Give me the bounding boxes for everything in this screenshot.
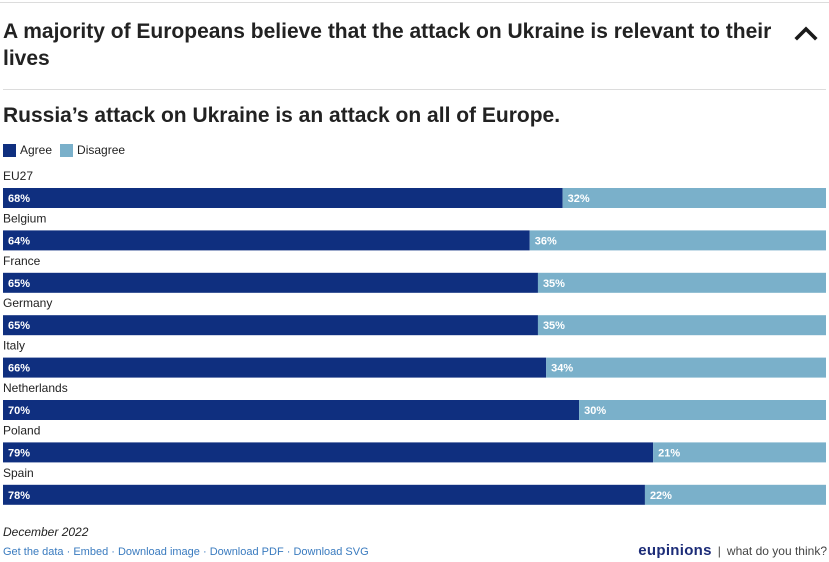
top-divider [0,2,829,3]
bar-agree-belgium[interactable] [3,230,530,251]
get-data-link[interactable]: Get the data [3,546,64,558]
category-label-germany: Germany [3,296,52,310]
brand-separator: | [717,544,721,558]
category-label-eu27: EU27 [3,169,33,183]
data-label-agree-netherlands: 70% [8,405,30,417]
bar-agree-italy[interactable] [3,357,547,378]
legend-label-disagree: Disagree [77,143,126,157]
category-label-poland: Poland [3,423,40,437]
download-pdf-link[interactable]: Download PDF [209,546,284,558]
survey-date: December 2022 [3,525,89,539]
chart-title: Russia’s attack on Ukraine is an attack … [3,104,561,127]
chart-legend: Agree Disagree [3,142,133,158]
bar-disagree-spain[interactable] [644,484,826,505]
legend-label-agree: Agree [20,143,53,157]
data-label-agree-eu27: 68% [8,193,30,205]
data-label-agree-spain: 78% [8,490,30,502]
bar-agree-spain[interactable] [3,484,645,505]
chevron-up-icon[interactable] [793,20,819,46]
brand-tagline: what do you think? [726,544,827,558]
footer-links: Get the data · Embed · Download image · … [3,546,369,558]
section-divider [3,89,826,90]
data-label-disagree-netherlands: 30% [584,405,606,417]
category-label-italy: Italy [3,339,25,353]
bar-agree-france[interactable] [3,272,538,293]
bar-agree-eu27[interactable] [3,188,563,208]
data-label-disagree-italy: 34% [551,363,573,375]
data-label-agree-italy: 66% [8,363,30,375]
bar-agree-germany[interactable] [3,315,538,336]
stacked-bar-chart: EU27 68% 32% Belgium 64% 36% France 65% 35% Germa… [3,169,826,505]
bar-disagree-france[interactable] [537,272,826,293]
bar-agree-netherlands[interactable] [3,400,580,420]
section-title: A majority of Europeans believe that the… [3,20,772,70]
data-label-agree-belgium: 64% [8,235,30,247]
section-header[interactable]: A majority of Europeans believe that the… [3,14,829,76]
brand-logo: eupinions [638,542,712,559]
bar-disagree-germany[interactable] [537,315,826,336]
data-label-agree-germany: 65% [8,320,30,332]
data-label-agree-poland: 79% [8,447,30,459]
data-label-agree-france: 65% [8,278,30,290]
legend-item-disagree: Disagree [60,143,125,157]
legend-item-agree: Agree [3,143,52,157]
legend-swatch-agree [3,143,16,157]
bar-disagree-poland[interactable] [653,442,826,463]
bar-disagree-belgium[interactable] [529,230,826,251]
data-label-disagree-germany: 35% [543,320,565,332]
bar-disagree-eu27[interactable] [562,188,826,208]
data-label-disagree-poland: 21% [658,447,680,459]
data-label-disagree-france: 35% [543,278,565,290]
category-label-belgium: Belgium [3,211,46,225]
data-label-disagree-eu27: 32% [568,193,590,205]
category-label-france: France [3,254,41,268]
category-label-netherlands: Netherlands [3,381,68,395]
download-image-link[interactable]: Download image [117,546,200,558]
category-label-spain: Spain [3,466,34,480]
embed-link[interactable]: Embed [73,546,109,558]
bar-disagree-italy[interactable] [546,357,826,378]
legend-swatch-disagree [60,143,74,157]
brand: eupinions | what do you think? [638,542,827,559]
data-label-disagree-belgium: 36% [535,235,557,247]
data-label-disagree-spain: 22% [650,490,672,502]
download-svg-link[interactable]: Download SVG [293,546,369,558]
bar-agree-poland[interactable] [3,442,654,463]
bar-disagree-netherlands[interactable] [579,400,826,420]
